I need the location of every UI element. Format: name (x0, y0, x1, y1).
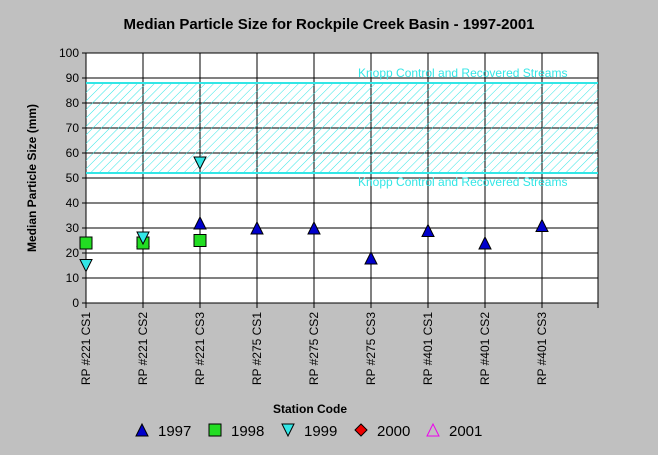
x-tick-label: RP #221 CS3 (193, 312, 207, 385)
y-tick-label: 90 (66, 71, 80, 85)
data-markers (79, 156, 549, 273)
x-tick-label: RP #401 CS3 (535, 312, 549, 385)
x-tick-label: RP #221 CS2 (136, 312, 150, 385)
data-point-1997 (478, 235, 492, 250)
data-point-1997 (250, 220, 264, 235)
y-tick-label: 20 (66, 246, 80, 260)
y-tick-labels: 0 10 20 30 40 50 60 70 80 90 100 (59, 46, 79, 310)
reference-band-upper-label: Knopp Control and Recovered Streams (358, 66, 567, 80)
data-point-1998 (79, 236, 93, 250)
legend-marker-1998 (208, 423, 222, 437)
legend-label-2000: 2000 (377, 423, 410, 440)
data-point-1999 (136, 231, 150, 246)
chart-title: Median Particle Size for Rockpile Creek … (123, 16, 534, 33)
reference-band-fill (86, 83, 598, 173)
x-axis-label: Station Code (273, 402, 347, 416)
data-point-1999 (193, 156, 207, 171)
legend-marker-2000 (354, 423, 368, 437)
x-tick-label: RP #401 CS2 (478, 312, 492, 385)
reference-band: Knopp Control and Recovered Streams Knopp… (86, 66, 598, 189)
legend-marker-1999 (281, 423, 295, 438)
x-tick-label: RP #401 CS1 (421, 312, 435, 385)
y-tick-label: 60 (66, 146, 80, 160)
x-tick-label: RP #275 CS1 (250, 312, 264, 385)
x-tick-labels: RP #221 CS1 RP #221 CS2 RP #221 CS3 RP #275… (79, 312, 549, 385)
legend-marker-1997 (135, 422, 149, 437)
x-tick-label: RP #221 CS1 (79, 312, 93, 385)
data-point-1997 (364, 250, 378, 265)
data-point-1998 (193, 234, 207, 247)
y-tick-label: 40 (66, 196, 80, 210)
data-point-1999 (79, 259, 93, 273)
data-point-1997 (421, 223, 435, 237)
x-tick-label: RP #275 CS3 (364, 312, 378, 385)
legend-label-1997: 1997 (158, 423, 191, 440)
legend-label-1999: 1999 (304, 423, 337, 440)
y-tick-label: 70 (66, 121, 80, 135)
y-tick-label: 50 (66, 171, 80, 185)
legend-marker-2001 (426, 422, 440, 437)
data-point-1997 (535, 218, 549, 232)
x-tick-label: RP #275 CS2 (307, 312, 321, 385)
legend: 1997 1998 1999 2000 2001 (135, 422, 482, 440)
legend-label-1998: 1998 (231, 423, 264, 440)
y-axis-label: Median Particle Size (mm) (25, 104, 39, 252)
y-tick-label: 100 (59, 46, 79, 60)
reference-band-lower-label: Knopp Control and Recovered Streams (358, 175, 567, 189)
data-point-1997 (307, 220, 321, 235)
y-tick-label: 0 (72, 296, 79, 310)
y-tick-label: 10 (66, 271, 80, 285)
legend-label-2001: 2001 (449, 423, 482, 440)
y-tick-label: 30 (66, 221, 80, 235)
y-tick-label: 80 (66, 96, 80, 110)
data-point-1997 (193, 215, 207, 230)
